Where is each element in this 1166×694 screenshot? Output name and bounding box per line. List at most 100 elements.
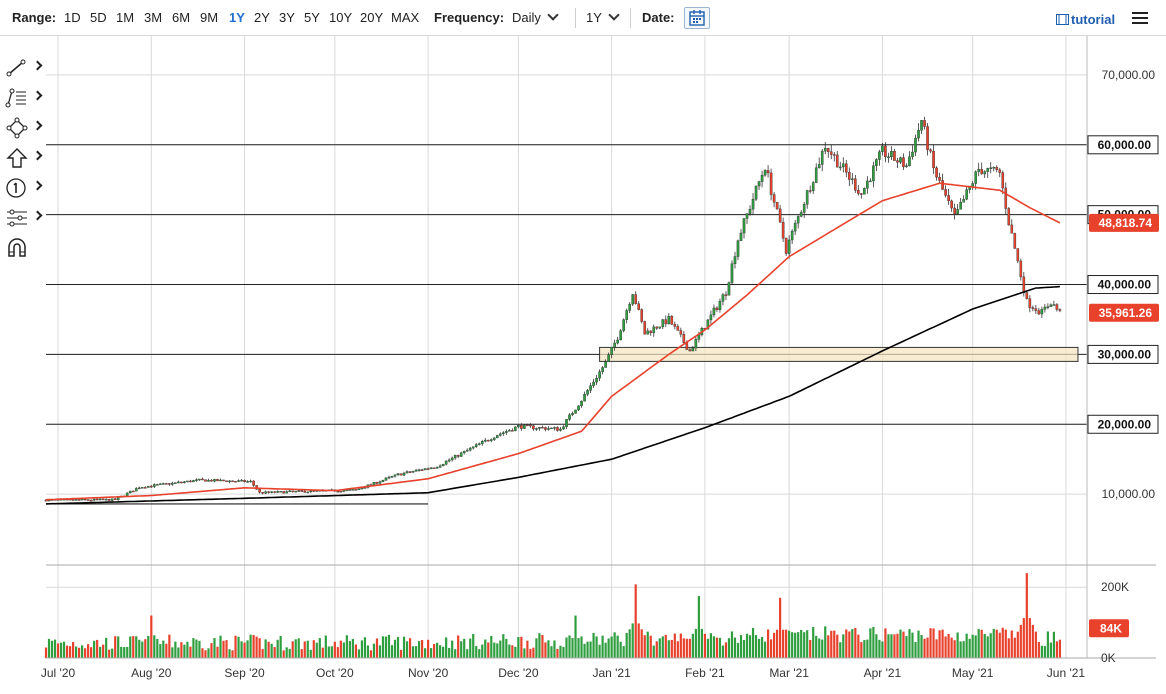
x-tick-label: Oct '20	[316, 666, 354, 680]
volume-bar	[222, 640, 225, 658]
range-9m[interactable]: 9M	[200, 10, 219, 25]
range-5y[interactable]: 5Y	[304, 10, 320, 25]
candle-body	[246, 481, 249, 483]
price-chart[interactable]: 10,000.00 70,000.00 0K 200K Jul '20 Aug '20 Se…	[0, 36, 1166, 694]
range-2y[interactable]: 2Y	[254, 10, 270, 25]
arrow-tool-button[interactable]	[4, 146, 44, 170]
candle-body	[863, 187, 866, 195]
measure-tool-button[interactable]	[4, 206, 44, 230]
candle-body	[273, 491, 276, 493]
range-5d[interactable]: 5D	[90, 10, 107, 25]
candle-body	[547, 428, 550, 430]
shapes-tool-button[interactable]	[4, 116, 44, 140]
candle-body	[381, 479, 385, 482]
calendar-button[interactable]	[684, 7, 710, 29]
magnet-button[interactable]	[4, 236, 44, 260]
volume-bar	[809, 640, 812, 658]
volume-bar	[490, 635, 493, 658]
candle-body	[140, 487, 144, 489]
x-tick-label: May '21	[952, 666, 994, 680]
volume-bar	[195, 639, 198, 658]
moving-averages	[45, 182, 1061, 505]
volume-bar	[598, 644, 601, 658]
volume-bar	[872, 626, 875, 658]
volume-bar	[273, 647, 276, 658]
range-1m[interactable]: 1M	[116, 10, 135, 25]
candle-body	[896, 160, 899, 163]
candle-body	[799, 212, 803, 217]
volume-bar	[571, 638, 574, 658]
candle-body	[414, 469, 418, 472]
candle-body	[411, 471, 415, 473]
volume-bar	[643, 635, 646, 658]
period-select[interactable]: 1Y	[586, 9, 620, 27]
volume-bar	[433, 644, 436, 658]
volume-bar	[1034, 631, 1037, 658]
candle-body	[712, 307, 716, 316]
range-20y[interactable]: 20Y	[360, 10, 384, 25]
hamburger-icon-bar	[1132, 22, 1148, 24]
candle-body	[1040, 309, 1044, 315]
volume-bar	[968, 638, 971, 658]
fib-tool-button[interactable]	[4, 86, 44, 110]
volume-bar	[523, 648, 526, 658]
range-10y[interactable]: 10Y	[329, 10, 353, 25]
level-badge	[1087, 414, 1159, 434]
range-1d[interactable]: 1D	[64, 10, 81, 25]
frequency-select[interactable]: Daily	[512, 9, 559, 27]
candle-body	[249, 480, 252, 483]
candle-body	[225, 480, 228, 482]
volume-bar	[962, 641, 965, 658]
volume-bar	[300, 649, 303, 658]
range-6m[interactable]: 6M	[172, 10, 191, 25]
candle-body	[805, 190, 809, 205]
range-3y[interactable]: 3Y	[279, 10, 295, 25]
y-tick-label: 20,000.00	[1098, 417, 1152, 431]
range-1y[interactable]: 1Y	[229, 10, 245, 25]
candle-body	[240, 479, 243, 482]
candle-body	[553, 427, 556, 429]
range-max[interactable]: MAX	[391, 10, 420, 25]
candle-body	[192, 480, 195, 483]
candle-body	[562, 426, 565, 430]
candle-body	[95, 498, 99, 501]
menu-button[interactable]	[1132, 12, 1148, 24]
volume-bar	[129, 636, 132, 658]
period-value: 1Y	[586, 10, 602, 25]
range-3m[interactable]: 3M	[144, 10, 163, 25]
volume-bar	[938, 630, 941, 658]
candle-body	[351, 489, 355, 491]
tutorial-link[interactable]: tutorial	[1056, 12, 1115, 27]
price-badges: 20,000.0030,000.0040,000.0050,000.0060,0…	[1087, 135, 1159, 638]
volume-bar	[445, 637, 448, 658]
candle-body	[664, 319, 668, 325]
volume-bar	[1004, 629, 1007, 658]
candle-body	[1007, 208, 1011, 226]
volume-bar	[649, 635, 652, 658]
volume-bar	[923, 638, 926, 658]
candle-body	[505, 431, 508, 433]
volume-bar	[502, 634, 505, 658]
candle-body	[207, 479, 210, 482]
volume-bar	[944, 636, 947, 658]
line-tool-button[interactable]	[4, 56, 44, 80]
counter-tool-button[interactable]	[4, 176, 44, 200]
candle-body	[646, 330, 650, 335]
volume-bar	[123, 647, 126, 658]
volume-bar	[908, 629, 911, 658]
volume-bar	[279, 636, 282, 658]
x-tick-label: Nov '20	[408, 666, 449, 680]
candle-body	[574, 409, 577, 414]
candle-body	[396, 473, 400, 475]
volume-bar	[44, 647, 48, 658]
volume-bar	[766, 629, 770, 658]
volume-bar	[276, 639, 279, 658]
x-tick-label: Feb '21	[685, 666, 725, 680]
candle-body	[757, 181, 761, 187]
candle-body	[983, 171, 987, 175]
volume-bar	[363, 637, 367, 658]
volume-bar	[478, 649, 481, 658]
candle-body	[917, 130, 920, 139]
candle-body	[820, 150, 824, 165]
candle-body	[1043, 306, 1047, 310]
